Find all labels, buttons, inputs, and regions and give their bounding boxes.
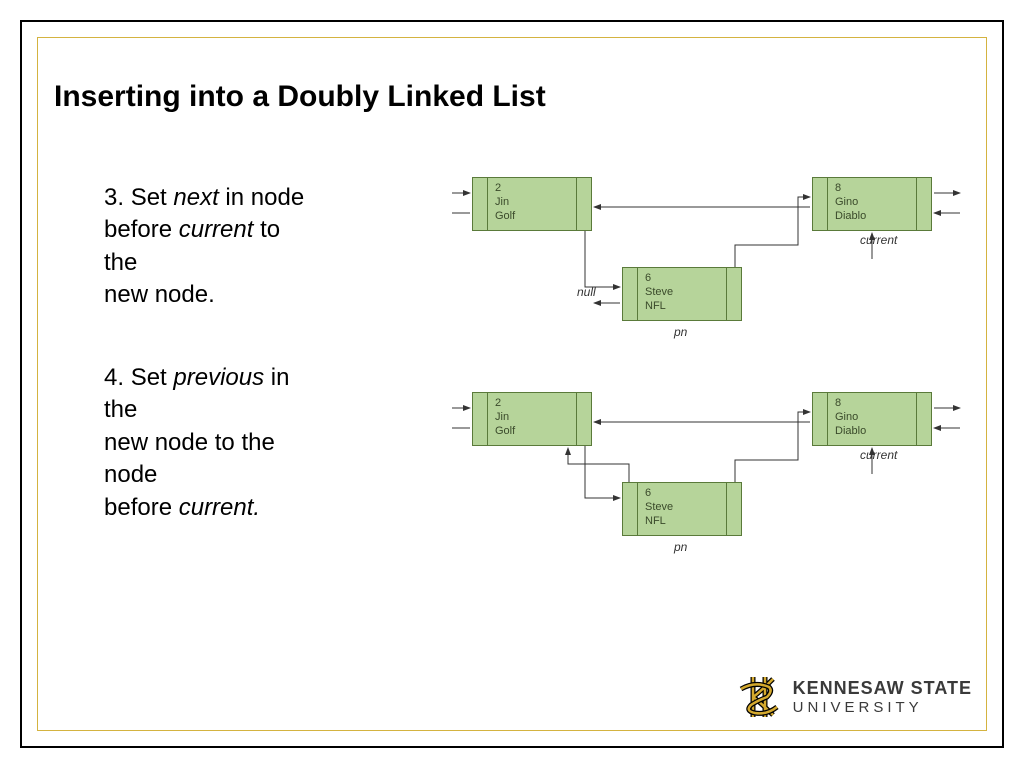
label-null: null: [577, 285, 596, 299]
t: Set: [131, 184, 174, 211]
t: current: [179, 216, 254, 243]
node-content: 8GinoDiablo: [835, 397, 866, 438]
node-content: 6SteveNFL: [645, 487, 673, 528]
linked-list-node: 2JinGolf: [472, 392, 592, 446]
t: before: [104, 216, 179, 243]
linked-list-node: 8GinoDiablo: [812, 392, 932, 446]
t: in: [264, 364, 289, 391]
step-4-text: 4. Set previous in the new node to the n…: [104, 362, 424, 524]
label-current: current: [860, 233, 897, 247]
outer-frame: Inserting into a Doubly Linked List 3. S…: [20, 20, 1004, 748]
node-content: 6SteveNFL: [645, 272, 673, 313]
linked-list-node: 8GinoDiablo: [812, 177, 932, 231]
linked-list-node: 6SteveNFL: [622, 482, 742, 536]
t: in node: [219, 184, 304, 211]
step4-num: 4.: [104, 364, 124, 391]
page-title: Inserting into a Doubly Linked List: [54, 80, 546, 114]
t: the: [104, 396, 137, 423]
linked-list-node: 2JinGolf: [472, 177, 592, 231]
t: new node to the: [104, 429, 275, 456]
diagram-1: current null pn 2JinGolf 8GinoDiablo 6Stev…: [452, 177, 982, 352]
label-current: current: [860, 448, 897, 462]
t: next: [173, 184, 218, 211]
node-content: 8GinoDiablo: [835, 182, 866, 223]
step-3-text: 3. Set next in node before current to th…: [104, 182, 424, 312]
linked-list-node: 6SteveNFL: [622, 267, 742, 321]
t: new node.: [104, 281, 215, 308]
t: to: [253, 216, 280, 243]
diagram-2: current pn 2JinGolf 8GinoDiablo 6SteveNFL: [452, 392, 982, 577]
t: node: [104, 461, 157, 488]
t: Set: [131, 364, 174, 391]
logo-line1: KENNESAW STATE: [793, 678, 972, 699]
logo-text: KENNESAW STATE UNIVERSITY: [793, 678, 972, 716]
node-content: 2JinGolf: [495, 397, 515, 438]
node-content: 2JinGolf: [495, 182, 515, 223]
t: current.: [179, 494, 260, 521]
label-pn: pn: [674, 325, 687, 339]
t: the: [104, 249, 137, 276]
t: before: [104, 494, 179, 521]
university-logo: KENNESAW STATE UNIVERSITY: [735, 673, 972, 721]
logo-line2: UNIVERSITY: [793, 699, 972, 716]
step3-num: 3.: [104, 184, 124, 211]
t: previous: [173, 364, 264, 391]
ksu-logo-icon: [735, 673, 783, 721]
label-pn: pn: [674, 540, 687, 554]
